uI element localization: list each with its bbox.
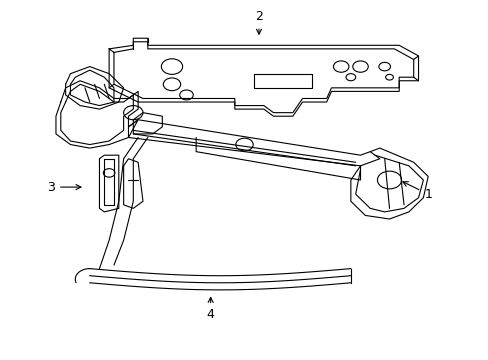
Text: 3: 3 <box>47 181 81 194</box>
Text: 4: 4 <box>206 297 214 321</box>
Text: 1: 1 <box>402 182 431 201</box>
Text: 2: 2 <box>255 10 263 34</box>
